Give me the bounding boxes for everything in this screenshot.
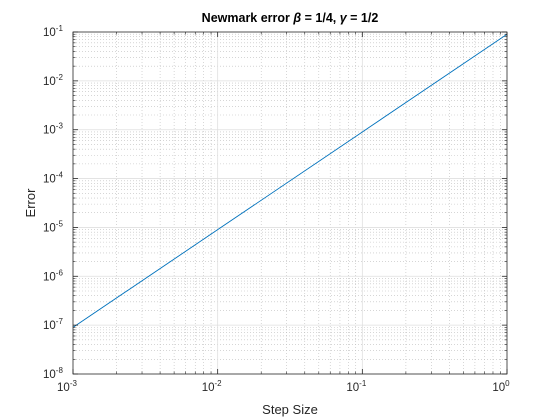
y-tick-label-base: 10 xyxy=(43,222,56,234)
x-tick-label-base: 10 xyxy=(57,382,70,394)
chart-title-part-3: = 1/2 xyxy=(347,11,379,25)
x-tick-label: 10-1 xyxy=(346,379,366,394)
plot-area-border xyxy=(72,31,508,375)
y-tick-label: 10-8 xyxy=(43,366,63,381)
x-tick-label-base: 10 xyxy=(202,382,215,394)
chart-title: Newmark error β = 1/4, γ = 1/2 xyxy=(202,11,379,25)
y-tick-label-exponent: -5 xyxy=(56,219,64,228)
x-tick-label-exponent: -1 xyxy=(359,379,367,388)
x-tick-label-exponent: -2 xyxy=(215,379,223,388)
x-tick-label-exponent: 0 xyxy=(505,379,510,388)
y-tick-label: 10-2 xyxy=(43,73,63,88)
y-tick-labels: 10-810-710-610-510-410-310-210-1 xyxy=(43,24,63,381)
series-line-0 xyxy=(72,33,508,328)
x-axis-label: Step Size xyxy=(262,402,318,417)
y-tick-label-base: 10 xyxy=(43,125,56,137)
y-tick-label-base: 10 xyxy=(43,320,56,332)
y-tick-label-exponent: -4 xyxy=(56,171,64,180)
y-tick-label: 10-3 xyxy=(43,122,63,137)
y-tick-label-base: 10 xyxy=(43,174,56,186)
chart-title-part-1: Newmark error xyxy=(202,11,294,25)
plot-area-background xyxy=(73,32,507,374)
y-tick-label-exponent: -1 xyxy=(56,24,64,33)
x-tick-label-base: 10 xyxy=(492,382,505,394)
y-tick-label-base: 10 xyxy=(43,369,56,381)
y-tick-label: 10-4 xyxy=(43,171,63,186)
minor-grid xyxy=(73,32,507,374)
y-tick-label: 10-7 xyxy=(43,317,63,332)
x-tick-labels: 10-3 10-2 10-1 100 xyxy=(57,379,510,394)
tick-marks xyxy=(72,31,508,375)
y-axis-label: Error xyxy=(23,188,38,218)
x-tick-label: 100 xyxy=(492,379,510,394)
y-tick-label: 10-6 xyxy=(43,268,63,283)
y-tick-label-exponent: -8 xyxy=(56,366,64,375)
y-tick-label: 10-5 xyxy=(43,219,63,234)
y-tick-label-exponent: -7 xyxy=(56,317,64,326)
major-grid xyxy=(73,32,507,374)
y-tick-label-base: 10 xyxy=(43,27,56,39)
series-layer xyxy=(72,33,508,328)
chart-title-gamma: γ xyxy=(340,11,348,25)
y-tick-label-exponent: -3 xyxy=(56,122,64,131)
y-tick-label-exponent: -6 xyxy=(56,268,64,277)
x-tick-label-base: 10 xyxy=(346,382,359,394)
y-tick-label-base: 10 xyxy=(43,76,56,88)
x-tick-label-exponent: -3 xyxy=(70,379,78,388)
x-tick-label: 10-3 xyxy=(57,379,77,394)
y-tick-label-base: 10 xyxy=(43,271,56,283)
chart-title-beta: β xyxy=(292,11,301,25)
y-tick-label-exponent: -2 xyxy=(56,73,64,82)
x-tick-label: 10-2 xyxy=(202,379,222,394)
y-tick-label: 10-1 xyxy=(43,24,63,39)
chart-title-part-2: = 1/4, xyxy=(301,11,340,25)
